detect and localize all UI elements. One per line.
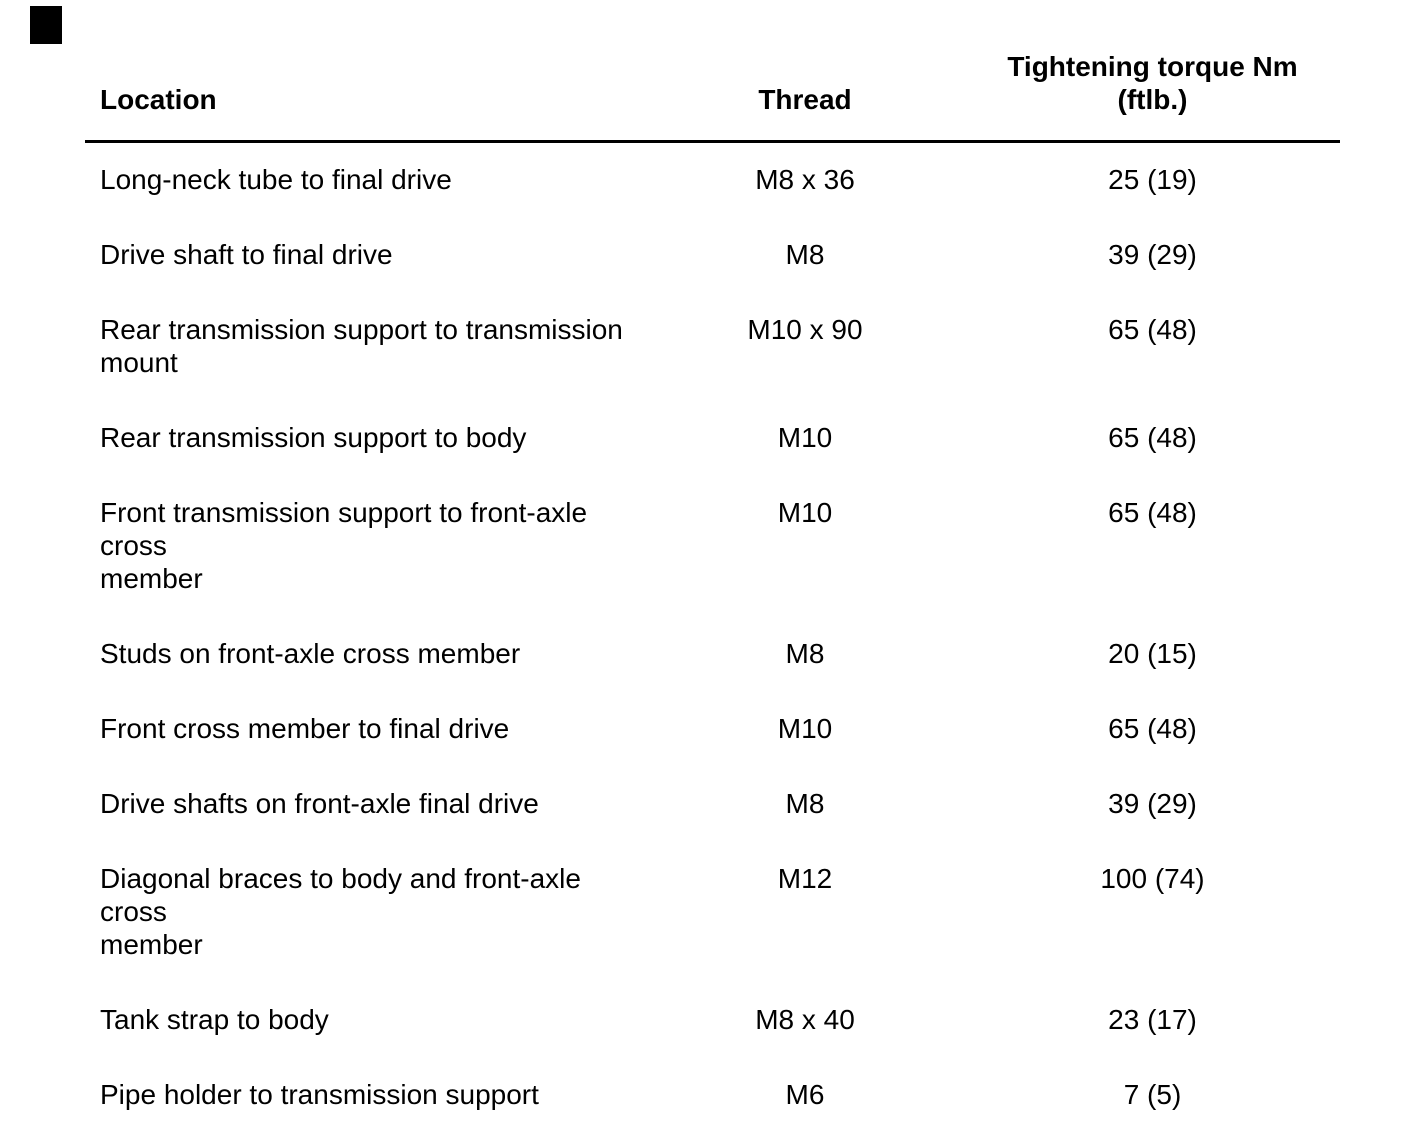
thread-cell: M6: [785, 1079, 825, 1110]
location-cell: Long-neck tube to final drive: [100, 164, 452, 195]
thread-cell: M8: [785, 239, 825, 270]
location-cell: Rear transmission support to body: [100, 422, 527, 453]
table-row: Tank strap to body M8 x 40 23 (17): [85, 961, 1340, 1036]
table-row: Rear transmission support to body M10 65…: [85, 379, 1340, 454]
column-header-location: Location: [85, 38, 645, 143]
location-cell: Front transmission support to front-axle…: [100, 497, 588, 594]
scan-artifact-mark: [30, 6, 62, 44]
column-header-torque: Tightening torque Nm (ftlb.): [965, 38, 1340, 143]
torque-cell: 65 (48): [1108, 713, 1197, 744]
torque-header-line1: Tightening torque Nm: [1007, 51, 1298, 82]
thread-cell: M10: [777, 713, 833, 744]
torque-cell: 65 (48): [1108, 422, 1197, 453]
table-row: Long-neck tube to final drive M8 x 36 25…: [85, 142, 1340, 197]
header-row: Location Thread Tightening torque Nm (ftl…: [85, 38, 1340, 143]
torque-cell: 23 (17): [1108, 1004, 1197, 1035]
table-row: Front transmission support to front-axle…: [85, 454, 1340, 595]
thread-cell: M8 x 40: [755, 1004, 855, 1035]
location-cell: Drive shafts on front-axle final drive: [100, 788, 539, 819]
table-row: Pipe holder to transmission support M6 7…: [85, 1036, 1340, 1111]
thread-cell: M10 x 90: [747, 314, 863, 345]
thread-cell: M8: [785, 638, 825, 669]
torque-cell: 39 (29): [1108, 788, 1197, 819]
location-cell: Front cross member to final drive: [100, 713, 510, 744]
torque-cell: 39 (29): [1108, 239, 1197, 270]
table-row: Diagonal braces to body and front-axle c…: [85, 820, 1340, 961]
column-header-thread: Thread: [645, 38, 965, 143]
torque-cell: 100 (74): [1100, 863, 1205, 894]
location-cell: Pipe holder to transmission support: [100, 1079, 539, 1110]
table-row: Drive shaft to final drive M8 39 (29): [85, 196, 1340, 271]
torque-header-line2: (ftlb.): [1117, 84, 1188, 115]
location-cell: Tank strap to body: [100, 1004, 329, 1035]
table-row: Studs on front-axle cross member M8 20 (…: [85, 595, 1340, 670]
torque-cell: 20 (15): [1108, 638, 1197, 669]
thread-cell: M8 x 36: [755, 164, 855, 195]
thread-cell: M10: [777, 422, 833, 453]
torque-cell: 65 (48): [1108, 497, 1197, 528]
torque-cell: 25 (19): [1108, 164, 1197, 195]
torque-cell: 7 (5): [1123, 1079, 1182, 1110]
location-cell: Rear transmission support to transmissio…: [100, 314, 623, 378]
thread-cell: M10: [777, 497, 833, 528]
torque-cell: 65 (48): [1108, 314, 1197, 345]
location-cell: Drive shaft to final drive: [100, 239, 393, 270]
location-cell: Diagonal braces to body and front-axle c…: [100, 863, 581, 960]
thread-cell: M12: [777, 863, 833, 894]
thread-cell: M8: [785, 788, 825, 819]
table-row: Front cross member to final drive M10 65…: [85, 670, 1340, 745]
table-row: Drive shafts on front-axle final drive M…: [85, 745, 1340, 820]
location-cell: Studs on front-axle cross member: [100, 638, 521, 669]
table-row: Rear transmission support to transmissio…: [85, 271, 1340, 379]
tightening-torque-table: Location Thread Tightening torque Nm (ftl…: [85, 38, 1340, 1111]
